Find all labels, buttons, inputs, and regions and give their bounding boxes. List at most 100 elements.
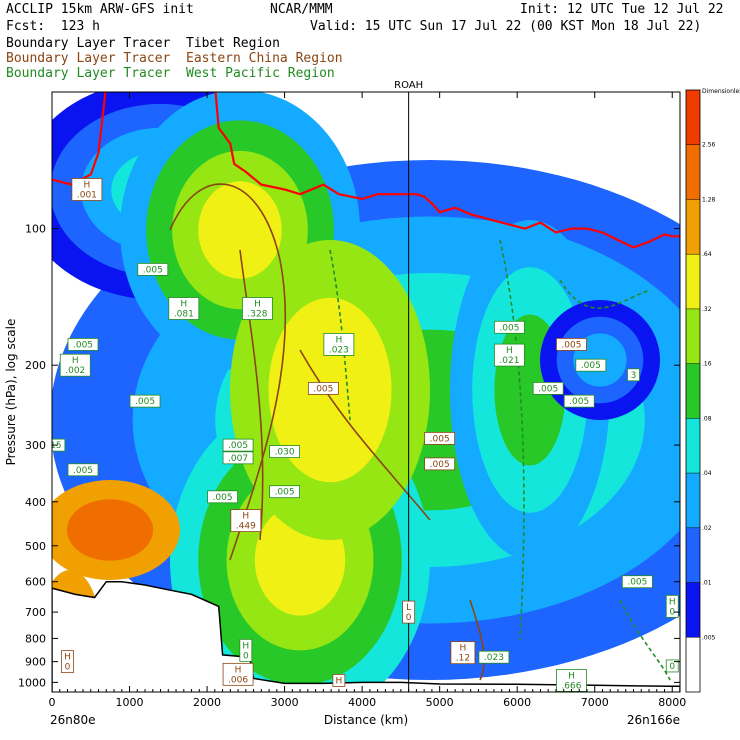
contour-annotation: .007 <box>222 451 254 465</box>
contour-annotation: .005 <box>563 394 595 408</box>
contour-annotation: .005 <box>67 463 99 477</box>
annotation-extremum-letter: H <box>72 356 79 366</box>
colorbar-swatch <box>686 527 700 583</box>
contour-annotation: .005 <box>222 438 254 452</box>
annotation-extremum-letter: H <box>568 671 575 681</box>
tracer-line-tibet: Boundary Layer Tracer Tibet Region <box>6 36 280 51</box>
annotation-extremum-letter: H <box>460 644 467 654</box>
annotation-value: .023 <box>329 345 349 355</box>
annotation-value: .081 <box>174 310 194 320</box>
contour-annotation: H.023 <box>323 333 355 356</box>
annotation-box <box>52 438 66 452</box>
x-axis-label: Distance (km) <box>324 713 408 727</box>
annotation-value: .001 <box>77 190 97 200</box>
annotation-extremum-letter: L <box>406 603 411 613</box>
contour-annotation: .005 <box>424 432 456 445</box>
colorbar-swatch <box>686 199 700 255</box>
annotation-extremum-letter: H <box>83 180 90 190</box>
init-time: Init: 12 UTC Tue 12 Jul 22 <box>520 2 724 17</box>
annotation-box <box>402 600 416 624</box>
annotation-box <box>332 674 346 687</box>
annotation-box <box>424 432 456 445</box>
annotation-box <box>323 333 355 356</box>
colorbar-swatch <box>686 144 700 200</box>
annotation-box <box>494 320 525 334</box>
annotation-extremum-letter: H <box>669 597 676 607</box>
annotation-box <box>222 451 254 465</box>
colorbar-level-label: .32 <box>702 306 712 313</box>
annotation-value: .005 <box>430 460 450 470</box>
annotation-value: .005 <box>73 466 93 476</box>
left-endpoint-label: 26n80e <box>50 713 96 727</box>
annotation-value: 0 <box>65 663 71 673</box>
tracer-contour-line <box>329 249 351 421</box>
model-title: ACCLIP 15km ARW-GFS init <box>6 2 194 17</box>
annotation-extremum-letter: H <box>254 300 261 310</box>
annotation-value: .005 <box>581 361 601 371</box>
colorbar-swatch <box>686 637 700 692</box>
colorbar-level-label: .01 <box>702 580 712 587</box>
annotation-value: .328 <box>247 310 267 320</box>
annotation-box <box>71 178 103 201</box>
annotation-value: .005 <box>143 265 163 275</box>
contour-annotation: .005 <box>556 338 587 351</box>
colorbar-swatch <box>686 90 700 145</box>
valid-time: Valid: 15 UTC Sun 17 Jul 22 (00 KST Mon … <box>310 19 702 34</box>
tracer-line-eastern-china: Boundary Layer Tracer Eastern China Regi… <box>6 51 343 66</box>
annotation-value: .005 <box>313 384 333 394</box>
annotation-value: .005 <box>228 441 248 451</box>
annotation-value: 0 <box>406 613 412 623</box>
annotation-box <box>532 382 564 395</box>
annotation-box <box>563 394 595 408</box>
tracer-contour-line <box>619 599 671 681</box>
annotation-box <box>627 368 640 382</box>
contour-annotation: H.12 <box>450 641 476 665</box>
annotation-extremum-letter: H <box>64 653 71 663</box>
annotation-value: .449 <box>236 522 256 532</box>
annotation-extremum-letter: H <box>242 641 249 651</box>
annotation-box <box>239 638 253 662</box>
contour-annotation: H0 <box>665 594 679 618</box>
contour-annotation: H.328 <box>242 297 273 320</box>
annotation-box <box>59 353 91 377</box>
plot-frame <box>51 91 681 693</box>
annotation-box <box>67 463 99 477</box>
contour-annotation: .005 <box>129 394 161 408</box>
annotation-box <box>621 575 653 589</box>
annotation-value: .005 <box>499 323 519 333</box>
contour-annotations: H.001.005H.081H.328.005H.002H.023.005.00… <box>52 178 679 692</box>
annotation-value: .005 <box>430 434 450 444</box>
annotation-value: .005 <box>275 488 295 498</box>
annotation-box <box>137 262 169 276</box>
annotation-value: .005 <box>561 340 581 350</box>
annotation-value: .005 <box>538 384 558 394</box>
x-tick-label: 1000 <box>116 696 144 709</box>
x-tick-label: 5000 <box>426 696 454 709</box>
x-tick-label: 7000 <box>581 696 609 709</box>
forecast-hour: Fcst: 123 h <box>6 19 100 34</box>
y-tick-label: 900 <box>25 656 46 669</box>
colorbar-swatch <box>686 254 700 309</box>
annotation-box <box>222 662 254 686</box>
colorbar-swatch <box>686 363 700 419</box>
annotation-box <box>575 358 607 372</box>
colorbar-swatch <box>686 308 700 364</box>
tracer-fill-region <box>198 181 282 279</box>
annotation-box <box>168 297 200 320</box>
annotation-box <box>222 438 254 452</box>
roah-label: ROAH <box>394 80 423 91</box>
annotation-value: .006 <box>228 675 248 685</box>
tracer-contour-line <box>559 279 651 309</box>
contour-annotation: H0 <box>61 650 74 674</box>
contour-annotation: H.081 <box>168 297 200 320</box>
annotation-extremum-letter: H <box>335 335 342 345</box>
tracer-fill-region <box>66 499 154 561</box>
annotation-extremum-letter: H <box>335 676 342 686</box>
annotation-value: .005 <box>73 340 93 350</box>
contour-annotation: H.666 <box>556 669 587 692</box>
tracer-contour-line <box>469 599 485 681</box>
colorbar-level-label: 2.56 <box>702 142 716 149</box>
contour-annotation: .005 <box>494 320 525 334</box>
colorbar-swatch <box>686 582 700 638</box>
colorbar-level-label: .04 <box>702 470 712 477</box>
